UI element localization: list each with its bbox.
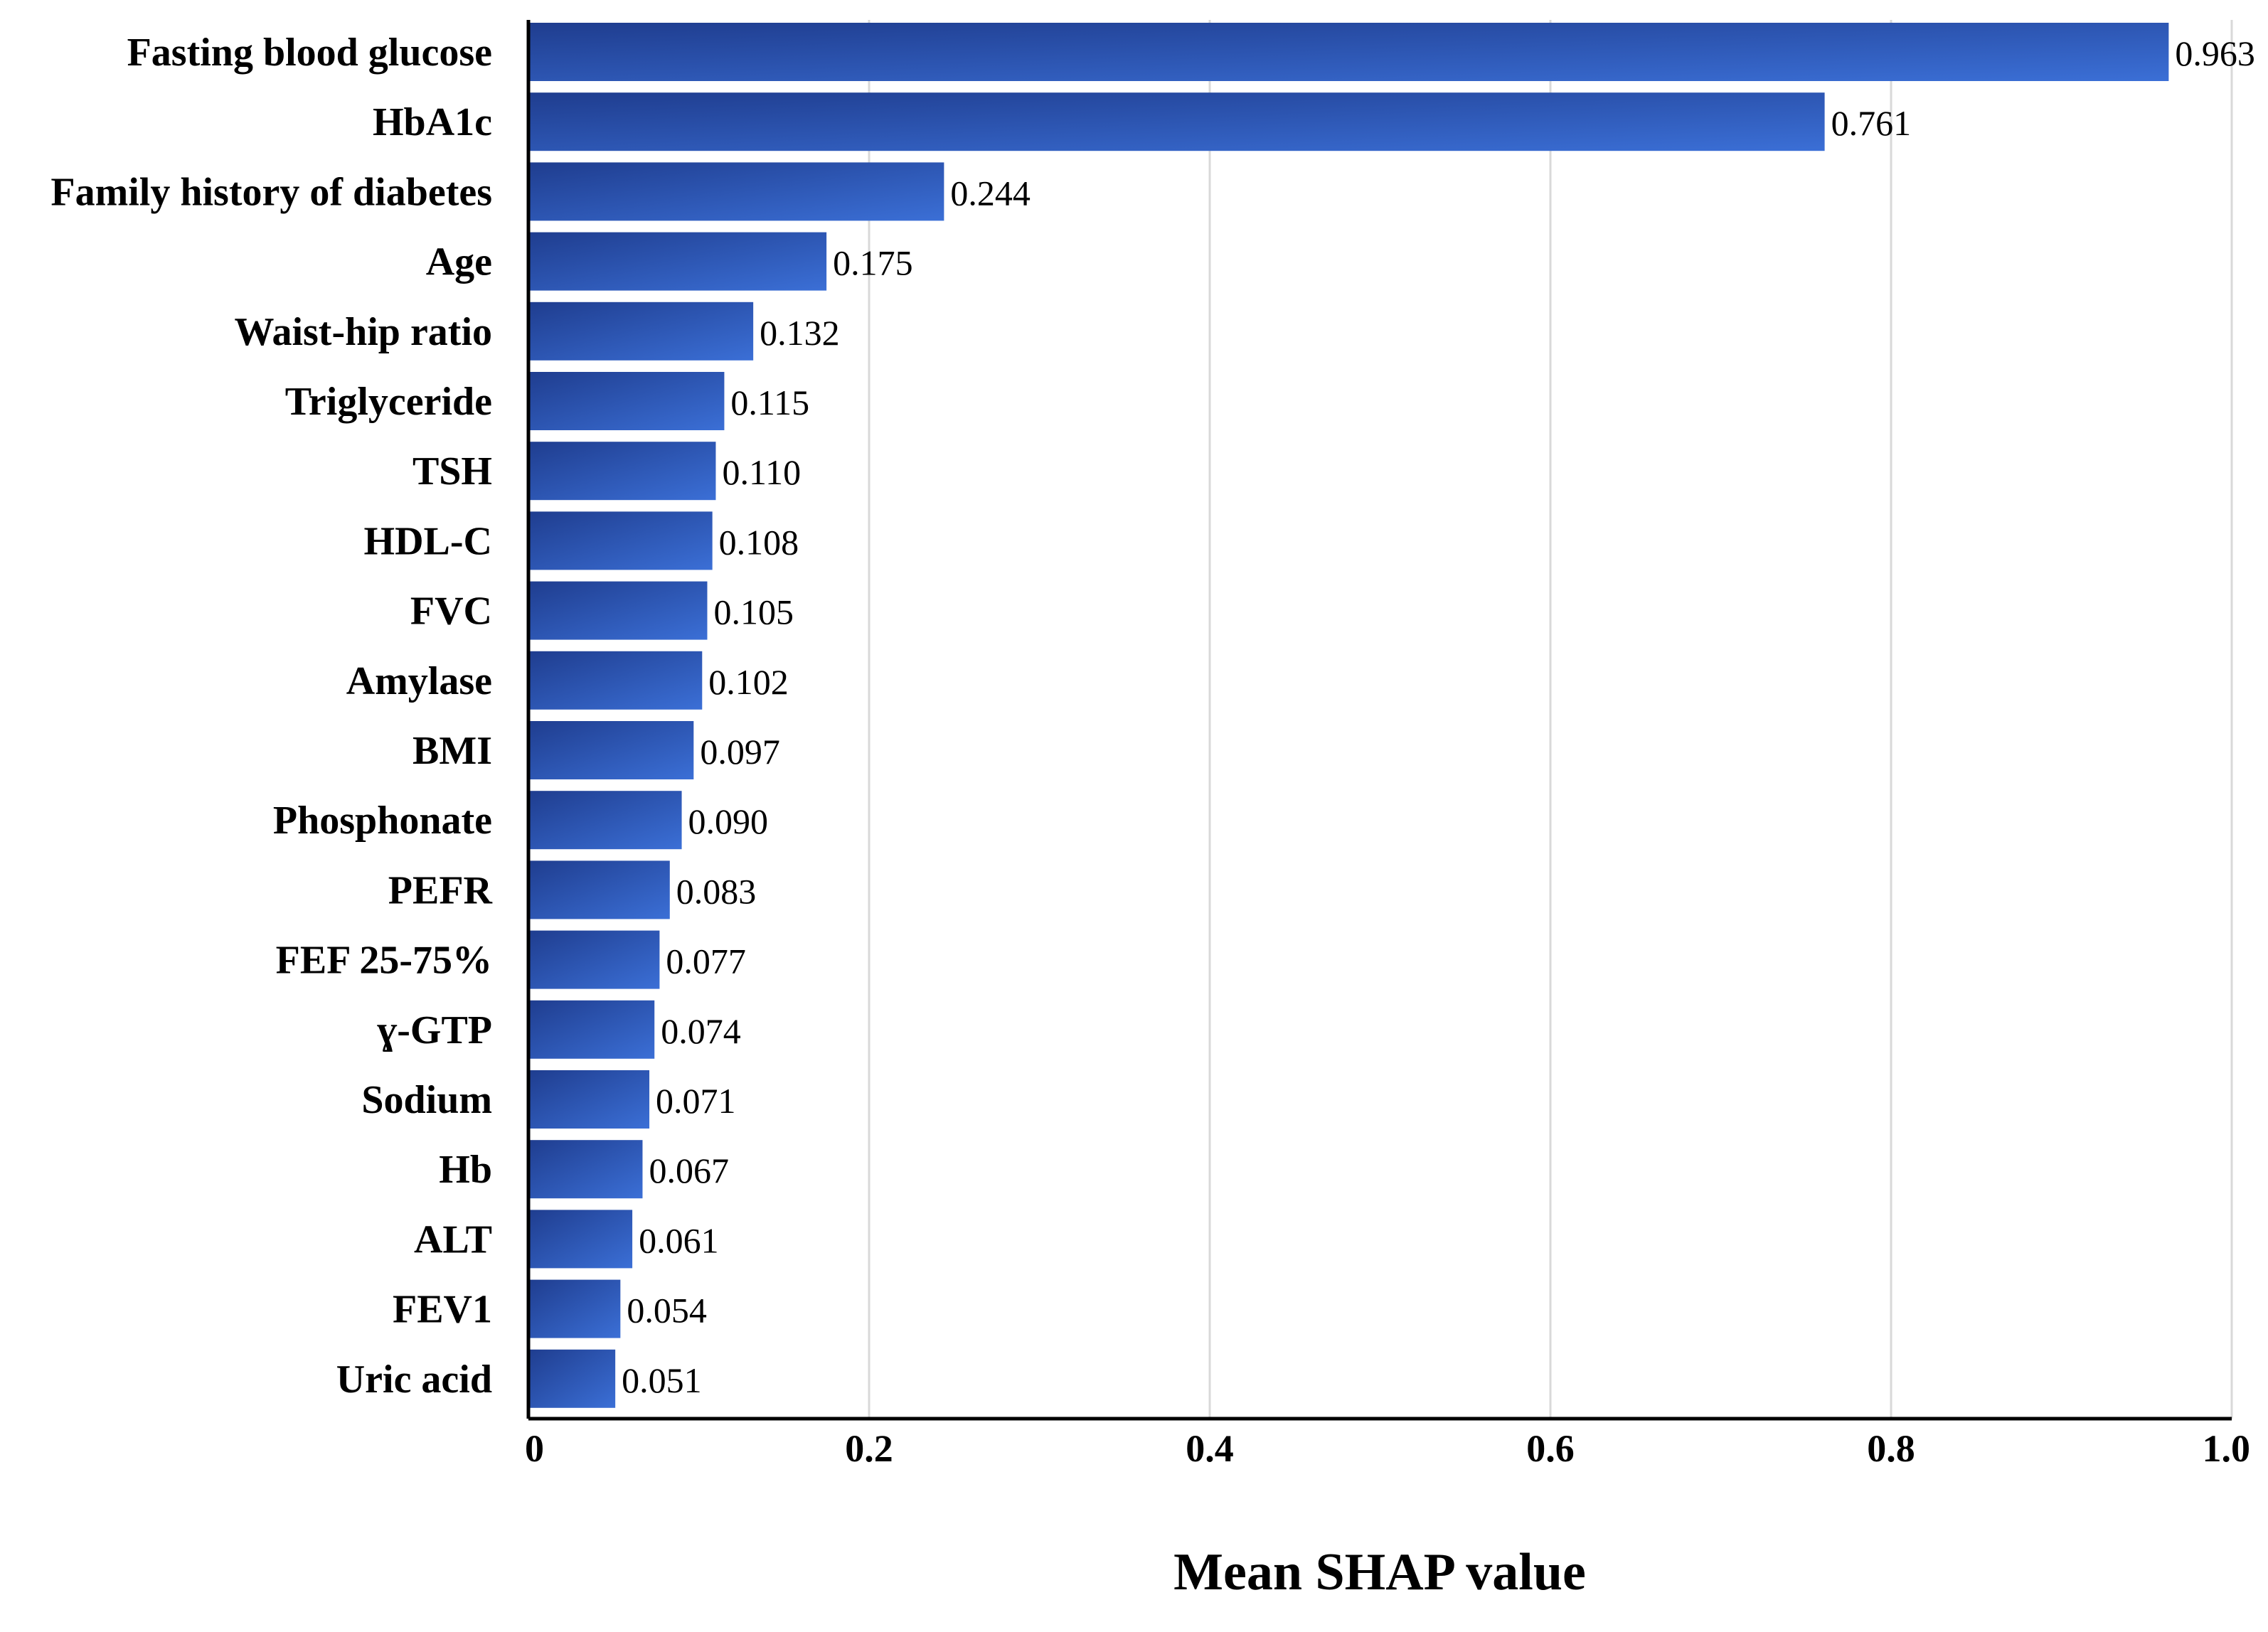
value-label-19: 0.051: [622, 1360, 702, 1400]
value-label-6: 0.110: [722, 452, 801, 492]
bar-1: [528, 92, 1825, 151]
bar-15: [528, 1070, 650, 1129]
bar-9: [528, 651, 703, 710]
value-label-1: 0.761: [1831, 103, 1912, 143]
value-label-0: 0.963: [2175, 33, 2255, 73]
category-label-3: Age: [426, 240, 492, 284]
category-label-4: Waist-hip ratio: [235, 310, 492, 354]
value-label-17: 0.061: [639, 1220, 719, 1260]
category-label-6: TSH: [412, 449, 492, 494]
category-label-15: Sodium: [361, 1078, 492, 1122]
x-tick-label-3: 0.6: [1526, 1427, 1575, 1470]
value-label-2: 0.244: [950, 173, 1031, 213]
x-tick-label-4: 0.8: [1867, 1427, 1915, 1470]
bar-17: [528, 1210, 633, 1269]
category-label-7: HDL-C: [364, 519, 492, 563]
bar-8: [528, 581, 708, 640]
x-tick-label-0: 0: [525, 1427, 544, 1470]
x-axis-title: Mean SHAP value: [1173, 1543, 1586, 1601]
x-tick-label-1: 0.2: [845, 1427, 893, 1470]
category-label-12: PEFR: [388, 868, 493, 912]
value-label-4: 0.132: [760, 313, 840, 353]
category-label-11: Phosphonate: [273, 799, 492, 843]
value-label-14: 0.074: [661, 1011, 741, 1051]
category-label-19: Uric acid: [336, 1358, 492, 1402]
bar-13: [528, 930, 660, 989]
value-label-16: 0.067: [649, 1151, 729, 1190]
bar-16: [528, 1140, 643, 1199]
x-axis: 0 0.2 0.4 0.6 0.8 1.0: [525, 20, 2250, 1470]
value-label-5: 0.115: [730, 383, 809, 422]
x-tick-label-5: 1.0: [2203, 1427, 2251, 1470]
gridlines: [868, 20, 2233, 1419]
value-label-18: 0.054: [627, 1291, 707, 1330]
bar-5: [528, 372, 725, 430]
value-label-11: 0.090: [688, 801, 769, 841]
bar-0: [528, 23, 2169, 81]
labels: Fasting blood glucose 0.963 HbA1c 0.761 Fami…: [50, 31, 2255, 1402]
bar-18: [528, 1279, 621, 1338]
bar-7: [528, 511, 713, 570]
bar-6: [528, 442, 716, 501]
category-label-10: BMI: [412, 729, 492, 773]
x-tick-label-2: 0.4: [1186, 1427, 1234, 1470]
category-label-14: ɣ-GTP: [377, 1008, 492, 1052]
value-label-13: 0.077: [666, 942, 746, 981]
category-label-0: Fasting blood glucose: [127, 31, 492, 75]
category-label-17: ALT: [414, 1217, 492, 1262]
bar-4: [528, 302, 754, 361]
category-label-16: Hb: [439, 1148, 492, 1192]
category-label-1: HbA1c: [373, 100, 492, 144]
category-label-5: Triglyceride: [285, 380, 492, 424]
bar-19: [528, 1349, 616, 1408]
bar-11: [528, 791, 682, 850]
value-label-8: 0.105: [713, 592, 794, 632]
bar-10: [528, 721, 694, 779]
value-label-3: 0.175: [833, 243, 913, 283]
category-label-9: Amylase: [346, 659, 492, 703]
value-label-12: 0.083: [676, 871, 756, 911]
category-label-2: Family history of diabetes: [50, 170, 492, 214]
category-label-18: FEV1: [393, 1288, 492, 1332]
bars: [528, 23, 2169, 1408]
value-label-15: 0.071: [656, 1081, 735, 1121]
value-label-10: 0.097: [700, 732, 779, 772]
bar-2: [528, 162, 944, 221]
value-label-9: 0.102: [708, 662, 789, 702]
value-label-7: 0.108: [719, 522, 799, 562]
bar-3: [528, 232, 827, 291]
category-label-8: FVC: [410, 590, 492, 634]
bar-12: [528, 860, 670, 919]
bar-14: [528, 1000, 655, 1059]
category-label-13: FEF 25-75%: [276, 939, 492, 983]
